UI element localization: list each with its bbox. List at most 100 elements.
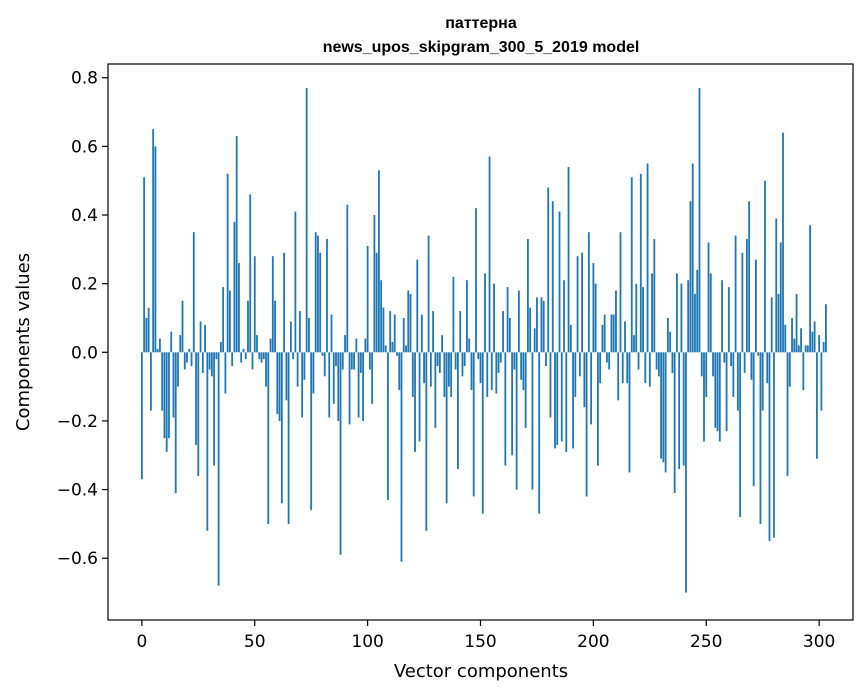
bar (502, 311, 504, 353)
bar (576, 256, 579, 353)
bar (718, 352, 721, 442)
bar (520, 352, 523, 380)
bar (619, 232, 622, 353)
bar (177, 352, 179, 387)
bar (425, 352, 428, 531)
bar (355, 338, 358, 353)
bar (317, 235, 319, 353)
bar (274, 300, 276, 353)
bar (262, 352, 265, 360)
bar (445, 352, 448, 504)
bar (339, 352, 342, 555)
bar (635, 283, 638, 353)
bar (540, 297, 543, 353)
bar (648, 352, 651, 387)
x-tick-label: 200 (577, 632, 609, 652)
bar (558, 211, 561, 353)
bar (461, 352, 464, 377)
bar (362, 352, 365, 421)
bar (712, 352, 714, 377)
bar (466, 280, 468, 353)
bar (768, 352, 771, 542)
bar (222, 287, 225, 353)
bar (630, 177, 633, 353)
bar (305, 88, 308, 353)
y-tick-label: 0.4 (71, 206, 98, 226)
bar (429, 352, 432, 387)
bar (678, 352, 681, 469)
bar (696, 269, 699, 353)
bar (267, 352, 270, 524)
bar (434, 352, 437, 428)
bar (782, 132, 784, 353)
bar (804, 345, 807, 353)
bar (714, 352, 717, 428)
bar (165, 352, 168, 452)
bar (795, 293, 798, 353)
bar (522, 352, 525, 391)
bar (380, 280, 383, 353)
bar (797, 345, 800, 353)
bar (154, 146, 157, 353)
bar (357, 352, 360, 418)
bar (743, 352, 746, 373)
bar (278, 352, 281, 421)
bar (788, 352, 791, 387)
bar (294, 211, 297, 353)
bar (389, 311, 392, 353)
bar (235, 136, 238, 353)
bar (269, 338, 272, 353)
bar (152, 129, 155, 353)
bar (201, 352, 204, 373)
bar (777, 293, 780, 353)
bar (147, 307, 150, 353)
bar (705, 352, 708, 397)
bar (653, 239, 656, 353)
bar (405, 345, 407, 353)
bar (497, 352, 500, 373)
bar (745, 239, 748, 353)
bar (463, 352, 466, 367)
bar (574, 352, 577, 397)
bar (195, 352, 197, 445)
bar (673, 352, 676, 494)
bar (393, 314, 396, 353)
bar (700, 352, 703, 377)
bar (364, 338, 367, 353)
bar (671, 352, 674, 373)
bar (581, 252, 583, 353)
x-axis-ticks: 0 50 100 150 200 250 300 (136, 620, 835, 652)
bar (791, 317, 793, 353)
bar (800, 328, 802, 353)
bar (432, 311, 434, 353)
bar (472, 352, 475, 497)
y-axis-label: Components values (13, 253, 34, 431)
bar (596, 352, 599, 466)
bar (725, 352, 728, 432)
bar (601, 324, 604, 353)
bar (400, 352, 403, 562)
bar (418, 352, 421, 442)
bar (452, 276, 455, 353)
bar (371, 352, 374, 404)
bar (328, 352, 331, 418)
bar (271, 256, 274, 353)
bar (337, 352, 340, 421)
bar (398, 352, 401, 391)
bar (669, 331, 672, 353)
bar (314, 232, 317, 353)
bar (529, 307, 532, 353)
bar (292, 352, 295, 360)
bar (709, 273, 712, 353)
bar (567, 166, 570, 353)
bar (247, 300, 249, 353)
bar (545, 352, 547, 367)
bar (524, 352, 527, 428)
bar (312, 352, 315, 394)
bar (813, 321, 816, 353)
bar (373, 215, 376, 353)
bar (680, 283, 683, 353)
bar (624, 321, 626, 353)
bar (319, 252, 322, 353)
